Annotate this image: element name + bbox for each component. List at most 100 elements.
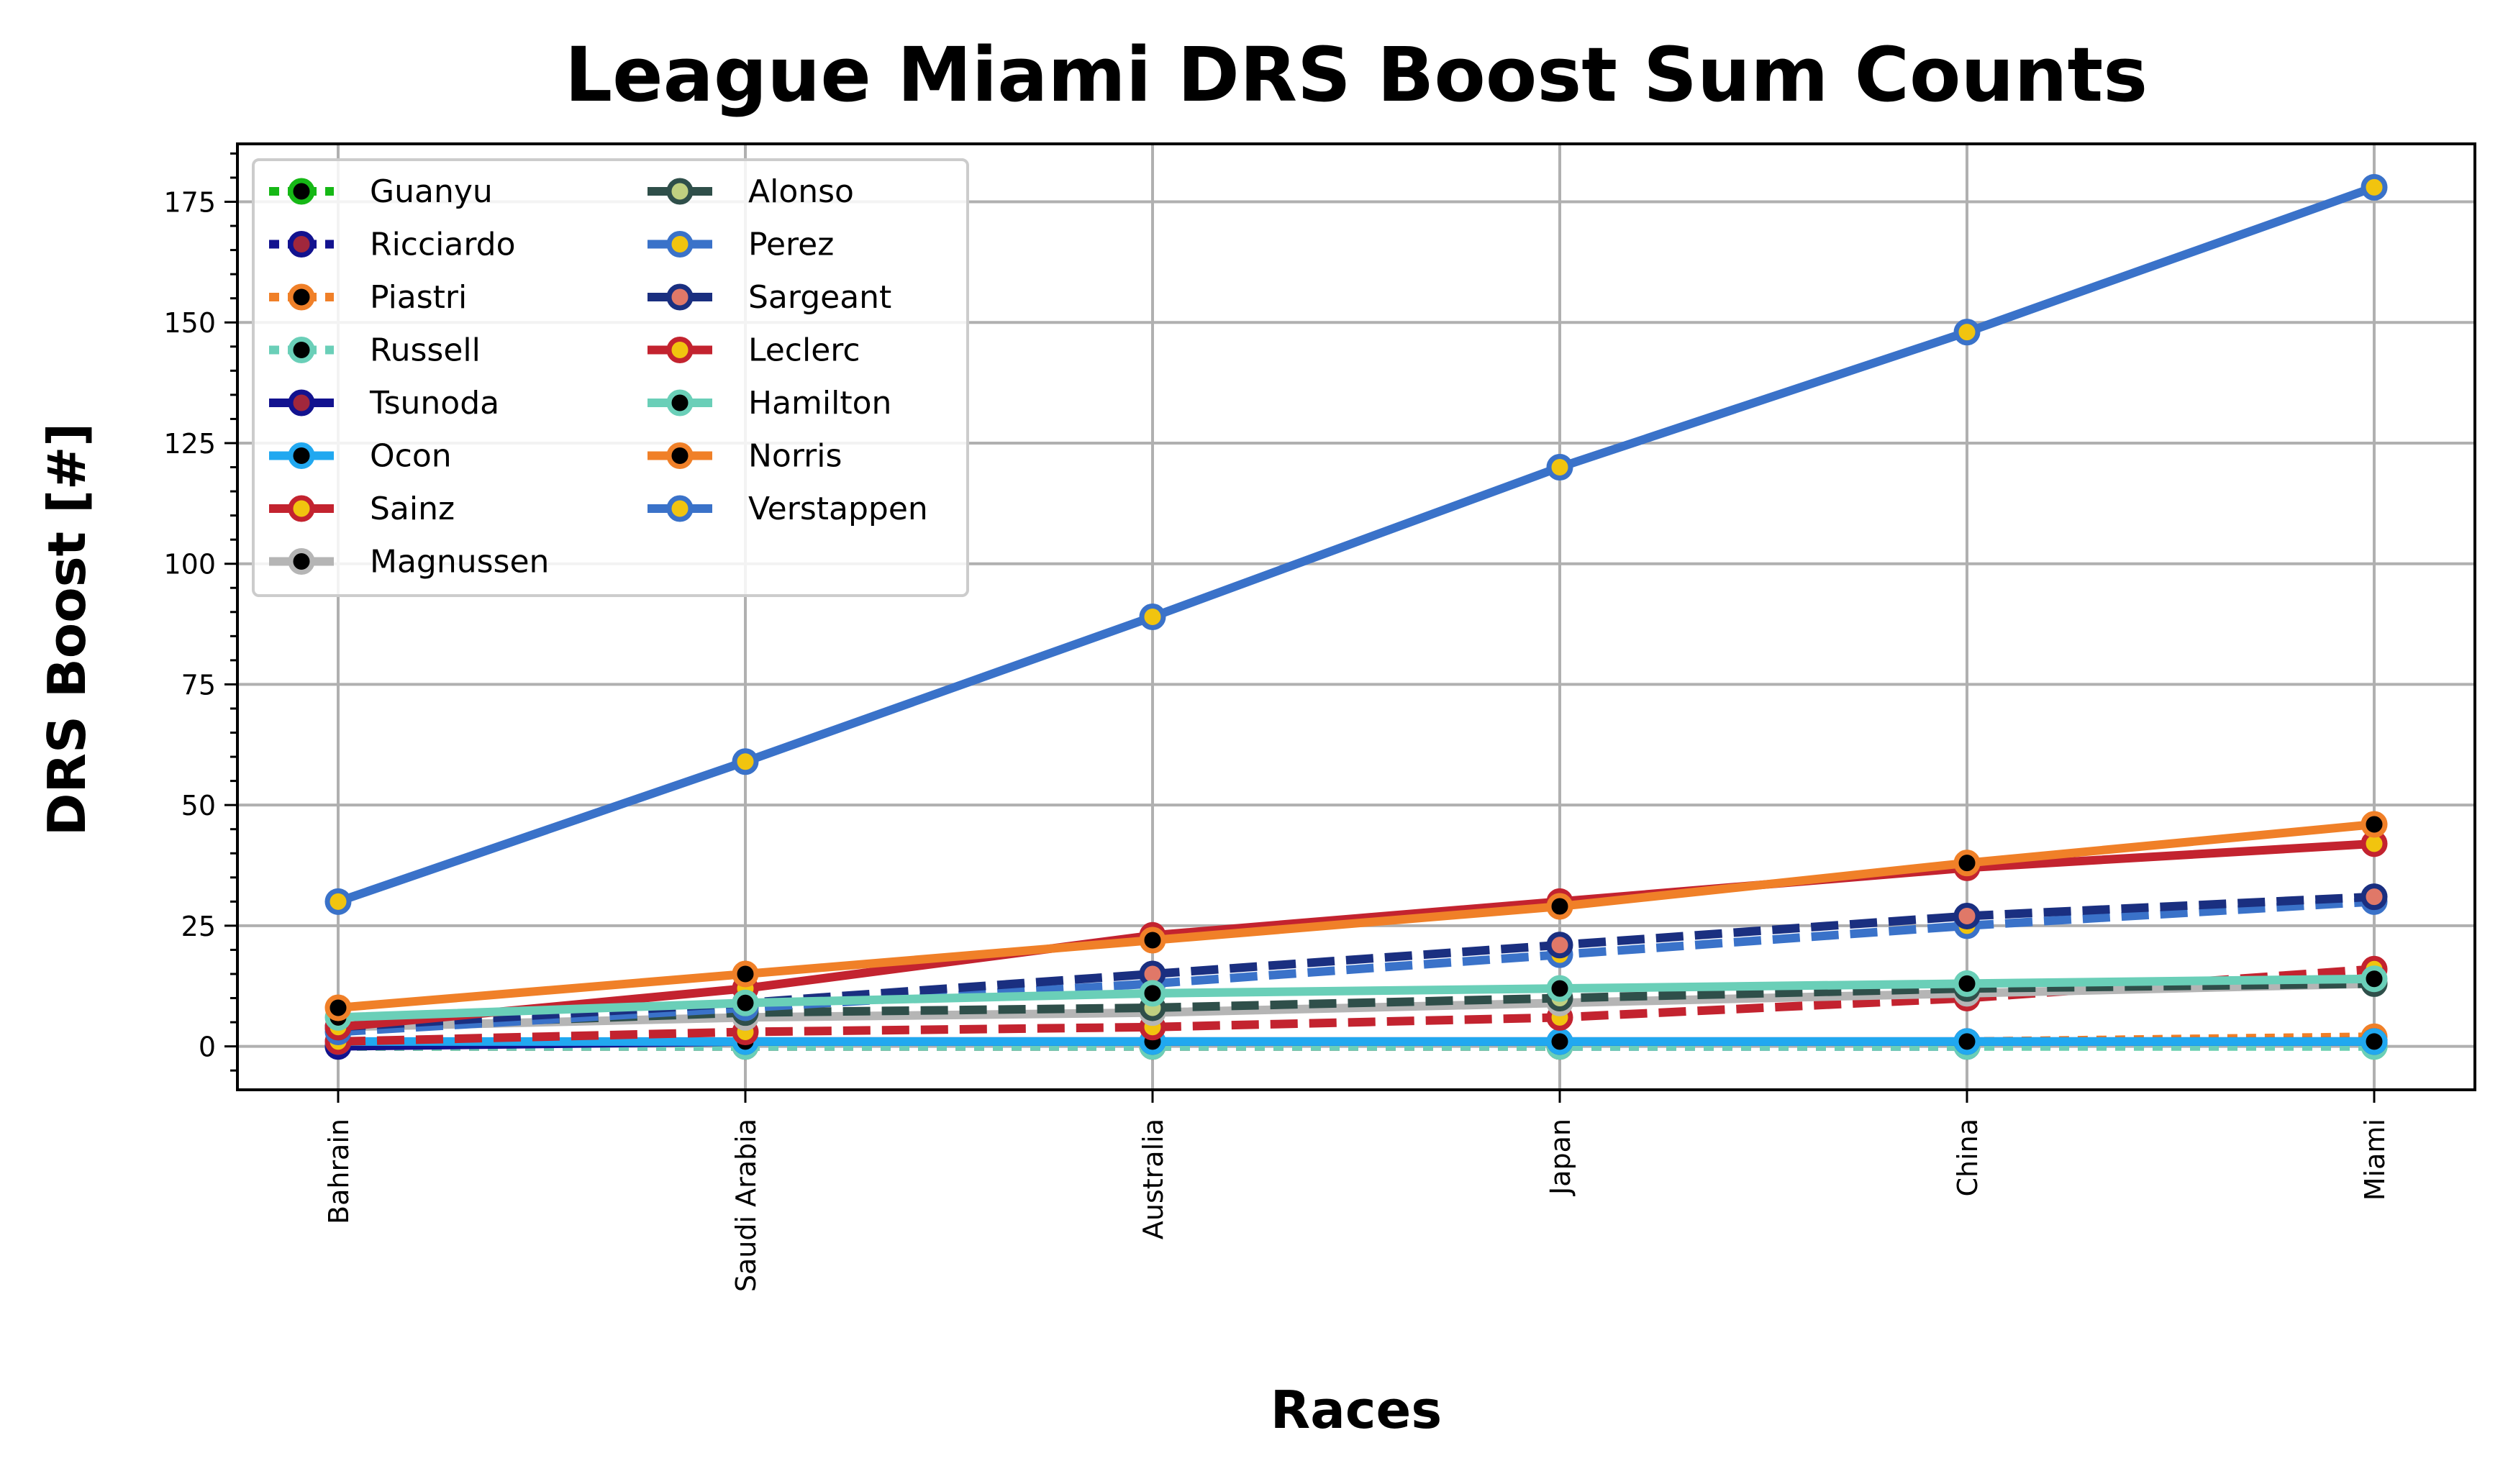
y-tick-label: 125	[163, 428, 216, 460]
x-tick-label: Japan	[1545, 1119, 1576, 1196]
legend-label: Verstappen	[748, 491, 928, 527]
legend-label: Sargeant	[748, 279, 891, 316]
data-point-sargeant	[2361, 883, 2388, 911]
legend-swatch-marker	[288, 231, 315, 258]
data-point-norris	[324, 994, 352, 1021]
y-axis-label: DRS Boost [#]	[37, 423, 97, 836]
data-point-norris	[732, 960, 759, 988]
series-lines	[324, 173, 2388, 1060]
series-line-alonso	[337, 979, 2375, 1032]
data-point-ocon	[1546, 1028, 1573, 1055]
legend-item-hamilton: Hamilton	[648, 385, 891, 422]
legend-label: Tsunoda	[369, 385, 499, 422]
legend-swatch-marker	[666, 178, 694, 205]
data-point-verstappen	[732, 748, 759, 775]
legend-label: Magnussen	[370, 544, 549, 581]
x-tick-label: Australia	[1137, 1119, 1169, 1239]
legend-swatch-marker	[666, 442, 694, 469]
legend-label: Sainz	[370, 491, 455, 527]
data-point-norris	[1139, 927, 1166, 954]
plot-frame	[236, 142, 2476, 1091]
legend-swatch-marker	[666, 495, 694, 522]
legend-swatch-marker	[288, 495, 315, 522]
legend-label: Hamilton	[748, 385, 891, 422]
legend-item-tsunoda: Tsunoda	[269, 385, 499, 422]
axes: 0 25 50 75 100 125 150 175 Bahrain Saudi Arabia Au…	[163, 142, 2476, 1292]
y-tick-label: 50	[181, 790, 216, 821]
legend-item-russell: Russell	[269, 332, 481, 369]
legend-label: Ricciardo	[370, 227, 516, 263]
data-point-verstappen	[2361, 173, 2388, 201]
data-point-sargeant	[1953, 902, 1981, 929]
legend-item-leclerc: Leclerc	[648, 332, 860, 369]
series-line-norris	[337, 820, 2375, 1012]
legend-item-sainz: Sainz	[269, 491, 455, 527]
data-point-verstappen	[324, 888, 352, 915]
series-line-hamilton	[337, 974, 2375, 1022]
legend-item-guanyu: Guanyu	[269, 173, 493, 210]
legend-item-sargeant: Sargeant	[648, 279, 891, 316]
series-ocon	[324, 1028, 2388, 1055]
legend-swatch-marker	[288, 548, 315, 575]
y-tick-label: 175	[163, 187, 216, 219]
data-point-norris	[2361, 811, 2388, 838]
x-axis-label: Races	[1271, 1380, 1442, 1440]
legend-label: Leclerc	[748, 332, 860, 369]
data-point-norris	[1953, 850, 1981, 877]
series-line-perez	[337, 897, 2375, 1037]
legend-swatch-marker	[288, 178, 315, 205]
legend-item-ocon: Ocon	[269, 438, 452, 475]
series-line-leclerc	[337, 839, 2375, 1032]
legend-swatch-marker	[666, 231, 694, 258]
series-verstappen	[324, 173, 2388, 915]
legend-label: Perez	[748, 227, 834, 263]
data-point-norris	[1546, 893, 1573, 920]
legend-label: Norris	[748, 438, 842, 475]
legend-swatch-marker	[288, 337, 315, 363]
data-point-ocon	[1953, 1028, 1981, 1055]
legend-label: Ocon	[370, 438, 452, 475]
legend-label: Russell	[370, 332, 481, 369]
x-tick-label: Miami	[2359, 1119, 2391, 1201]
legend-label: Guanyu	[370, 173, 493, 210]
chart-title: League Miami DRS Boost Sum Counts	[565, 31, 2148, 119]
legend-item-magnussen: Magnussen	[269, 544, 549, 581]
x-tick-label: Bahrain	[323, 1119, 355, 1224]
data-point-hamilton	[1546, 975, 1573, 1002]
data-point-verstappen	[1953, 319, 1981, 346]
x-tick-label: Saudi Arabia	[730, 1119, 762, 1292]
legend: Guanyu Ricciardo Piastri Russell Tsunoda Ocon…	[252, 158, 969, 597]
legend-item-verstappen: Verstappen	[648, 491, 928, 527]
data-point-verstappen	[1139, 604, 1166, 630]
legend-item-alonso: Alonso	[648, 173, 854, 210]
data-point-verstappen	[1546, 454, 1573, 481]
legend-box	[252, 158, 969, 597]
series-line-verstappen	[337, 183, 2376, 906]
y-tick-label: 25	[181, 911, 216, 942]
legend-item-perez: Perez	[648, 227, 834, 263]
legend-swatch-marker	[666, 337, 694, 363]
data-point-hamilton	[2361, 965, 2388, 993]
legend-label: Alonso	[748, 173, 854, 210]
legend-label: Piastri	[370, 279, 467, 316]
y-tick-label: 150	[163, 307, 216, 339]
legend-item-ricciardo: Ricciardo	[269, 227, 516, 263]
y-tick-label: 75	[181, 669, 216, 701]
series-line-sargeant	[337, 892, 2375, 1032]
legend-swatch-marker	[288, 283, 315, 311]
data-point-hamilton	[1139, 980, 1166, 1007]
series-norris	[324, 811, 2388, 1021]
y-tick-label: 0	[199, 1032, 216, 1063]
legend-swatch-marker	[666, 389, 694, 416]
legend-item-piastri: Piastri	[269, 279, 467, 316]
series-hamilton	[324, 965, 2388, 1031]
x-tick-label: China	[1952, 1119, 1984, 1197]
legend-swatch-marker	[666, 283, 694, 311]
data-point-ocon	[2361, 1028, 2388, 1055]
legend-swatch-marker	[288, 389, 315, 416]
y-tick-label: 100	[163, 549, 216, 581]
data-point-sargeant	[1546, 932, 1573, 959]
data-point-hamilton	[732, 989, 759, 1016]
legend-swatch-marker	[288, 442, 315, 469]
